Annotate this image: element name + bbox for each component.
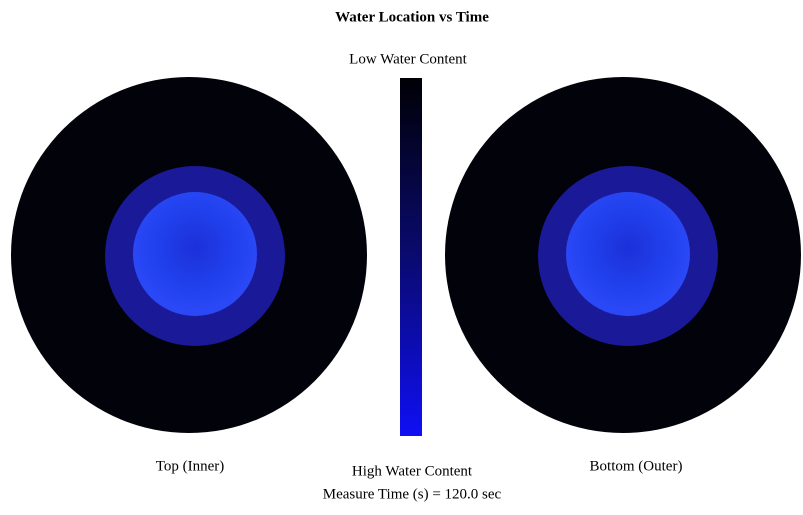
legend-high: High Water Content [352, 463, 473, 479]
panel-top [11, 77, 367, 433]
measure-time: Measure Time (s) = 120.0 sec [323, 486, 502, 502]
panel-bottom [445, 77, 801, 433]
view: Water Location vs Time Low Water Content… [0, 0, 803, 510]
colorbar [400, 78, 422, 436]
page: {"header": {"title": "Water Location vs … [0, 0, 803, 510]
core [133, 192, 257, 316]
core [566, 192, 690, 316]
title: Water Location vs Time [335, 9, 489, 25]
legend-low: Low Water Content [349, 51, 467, 67]
panel-label: Top (Inner) [156, 458, 225, 474]
panel-label: Bottom (Outer) [590, 458, 683, 474]
